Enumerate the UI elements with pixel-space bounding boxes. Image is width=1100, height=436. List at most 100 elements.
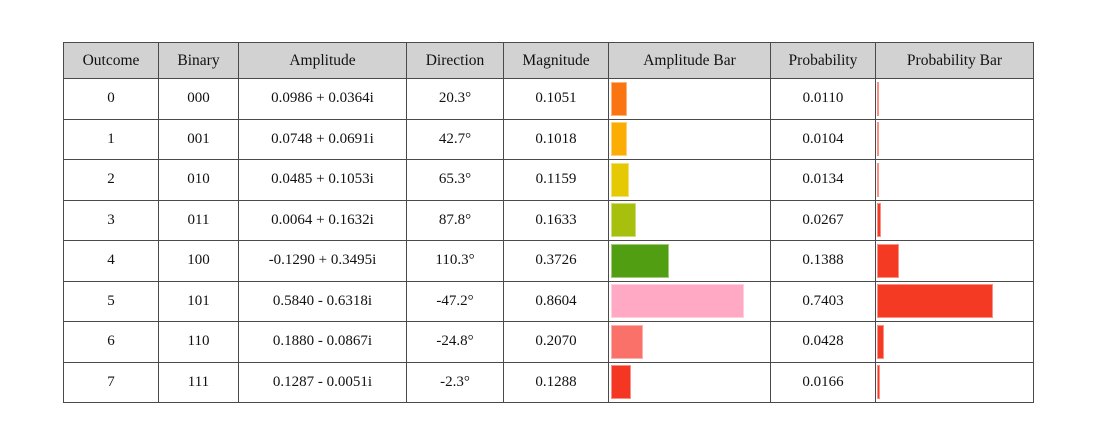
cell-probability: 0.7403 <box>770 280 876 322</box>
cell-magnitude: 0.8604 <box>503 280 609 322</box>
cell-magnitude: 0.1633 <box>503 199 609 241</box>
col-header-direction: Direction <box>406 42 504 79</box>
probability-bar-track <box>877 322 1033 361</box>
amplitude-bar-track <box>610 282 770 321</box>
cell-direction: -2.3° <box>406 361 504 403</box>
cell-direction: 65.3° <box>406 159 504 201</box>
probability-bar <box>877 162 880 197</box>
cell-amplitude-bar <box>608 280 771 322</box>
cell-magnitude: 0.1288 <box>503 361 609 403</box>
cell-direction: 87.8° <box>406 199 504 241</box>
cell-outcome: 0 <box>63 78 159 120</box>
amplitude-bar-track <box>610 201 770 240</box>
amplitude-bar-track <box>610 322 770 361</box>
table-row: 4 100 -0.1290 + 0.3495i 110.3° 0.3726 0.… <box>63 240 1034 282</box>
cell-amplitude: 0.0748 + 0.0691i <box>238 118 407 160</box>
table-row: 2 010 0.0485 + 0.1053i 65.3° 0.1159 0.01… <box>63 159 1034 201</box>
cell-binary: 010 <box>158 159 239 201</box>
cell-outcome: 5 <box>63 280 159 322</box>
amplitude-bar <box>611 81 628 116</box>
table-row: 3 011 0.0064 + 0.1632i 87.8° 0.1633 0.02… <box>63 199 1034 241</box>
header-row: Outcome Binary Amplitude Direction Magni… <box>63 42 1034 79</box>
cell-magnitude: 0.3726 <box>503 240 609 282</box>
amplitude-bar <box>611 122 627 157</box>
col-header-amplitude: Amplitude <box>238 42 407 79</box>
amplitude-bar-track <box>610 79 770 118</box>
cell-probability: 0.0267 <box>770 199 876 241</box>
probability-bar-track <box>877 282 1033 321</box>
col-header-probability-bar: Probability Bar <box>875 42 1034 79</box>
cell-direction: -47.2° <box>406 280 504 322</box>
amplitude-bar <box>611 324 644 359</box>
cell-direction: -24.8° <box>406 321 504 363</box>
cell-direction: 110.3° <box>406 240 504 282</box>
cell-amplitude: 0.1287 - 0.0051i <box>238 361 407 403</box>
amplitude-bar-track <box>610 363 770 402</box>
col-header-outcome: Outcome <box>63 42 159 79</box>
cell-amplitude-bar <box>608 199 771 241</box>
amplitude-bar <box>611 365 631 400</box>
cell-amplitude: 0.1880 - 0.0867i <box>238 321 407 363</box>
cell-probability-bar <box>875 361 1034 403</box>
probability-bar <box>877 81 879 116</box>
amplitude-bar <box>611 284 745 319</box>
cell-binary: 111 <box>158 361 239 403</box>
cell-direction: 20.3° <box>406 78 504 120</box>
cell-amplitude-bar <box>608 159 771 201</box>
cell-binary: 110 <box>158 321 239 363</box>
cell-binary: 000 <box>158 78 239 120</box>
col-header-magnitude: Magnitude <box>503 42 609 79</box>
cell-direction: 42.7° <box>406 118 504 160</box>
cell-outcome: 3 <box>63 199 159 241</box>
amplitude-bar-track <box>610 120 770 159</box>
cell-outcome: 7 <box>63 361 159 403</box>
cell-outcome: 1 <box>63 118 159 160</box>
probability-bar-track <box>877 241 1033 280</box>
cell-probability-bar <box>875 159 1034 201</box>
table-row: 0 000 0.0986 + 0.0364i 20.3° 0.1051 0.01… <box>63 78 1034 120</box>
cell-probability: 0.0104 <box>770 118 876 160</box>
cell-probability-bar <box>875 280 1034 322</box>
probability-bar <box>877 122 879 157</box>
table-body: 0 000 0.0986 + 0.0364i 20.3° 0.1051 0.01… <box>63 78 1034 403</box>
amplitude-bar <box>611 203 637 238</box>
cell-amplitude-bar <box>608 78 771 120</box>
cell-amplitude: 0.0485 + 0.1053i <box>238 159 407 201</box>
probability-bar <box>877 203 882 238</box>
probability-bar-track <box>877 201 1033 240</box>
cell-magnitude: 0.1051 <box>503 78 609 120</box>
cell-probability: 0.0428 <box>770 321 876 363</box>
cell-amplitude-bar <box>608 118 771 160</box>
cell-amplitude-bar <box>608 361 771 403</box>
cell-probability: 0.0166 <box>770 361 876 403</box>
col-header-probability: Probability <box>770 42 876 79</box>
quantum-state-table: Outcome Binary Amplitude Direction Magni… <box>63 42 1034 403</box>
col-header-amplitude-bar: Amplitude Bar <box>608 42 771 79</box>
cell-probability-bar <box>875 240 1034 282</box>
amplitude-bar <box>611 162 629 197</box>
probability-bar-track <box>877 160 1033 199</box>
cell-probability-bar <box>875 118 1034 160</box>
cell-magnitude: 0.2070 <box>503 321 609 363</box>
cell-binary: 101 <box>158 280 239 322</box>
cell-probability: 0.0134 <box>770 159 876 201</box>
table-header: Outcome Binary Amplitude Direction Magni… <box>63 42 1034 79</box>
cell-probability: 0.0110 <box>770 78 876 120</box>
cell-probability-bar <box>875 321 1034 363</box>
cell-amplitude: 0.5840 - 0.6318i <box>238 280 407 322</box>
cell-binary: 001 <box>158 118 239 160</box>
probability-bar-track <box>877 79 1033 118</box>
cell-amplitude: 0.0986 + 0.0364i <box>238 78 407 120</box>
cell-amplitude-bar <box>608 240 771 282</box>
cell-outcome: 6 <box>63 321 159 363</box>
probability-bar <box>877 284 993 319</box>
cell-probability: 0.1388 <box>770 240 876 282</box>
table-row: 5 101 0.5840 - 0.6318i -47.2° 0.8604 0.7… <box>63 280 1034 322</box>
table-row: 6 110 0.1880 - 0.0867i -24.8° 0.2070 0.0… <box>63 321 1034 363</box>
amplitude-bar-track <box>610 160 770 199</box>
cell-outcome: 2 <box>63 159 159 201</box>
cell-binary: 100 <box>158 240 239 282</box>
amplitude-bar-track <box>610 241 770 280</box>
probability-bar-track <box>877 120 1033 159</box>
